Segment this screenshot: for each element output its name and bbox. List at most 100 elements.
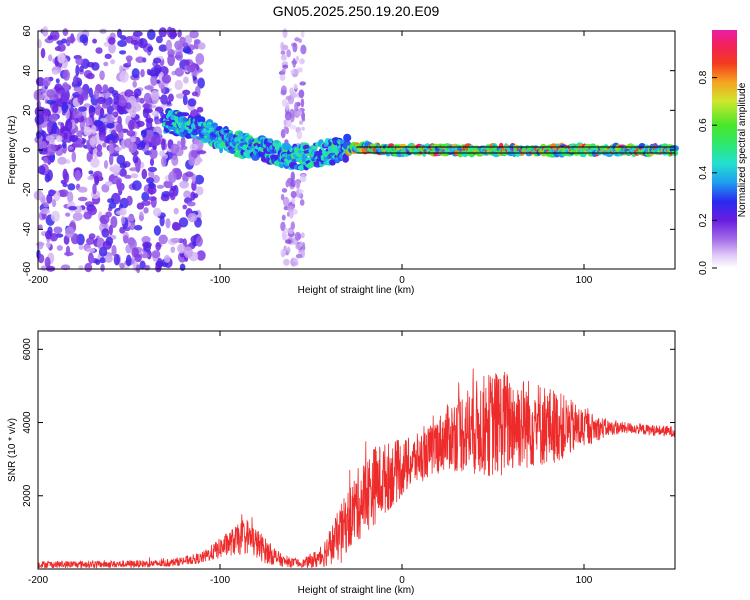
heatmap-cell xyxy=(197,116,206,124)
heatmap-cell xyxy=(196,150,207,155)
heatmap-cell xyxy=(140,253,150,259)
snr-y-ticks: 2000 4000 6000 xyxy=(22,338,675,507)
heatmap-cell xyxy=(165,39,172,52)
heatmap-cell xyxy=(138,211,144,222)
heatmap-cell xyxy=(53,226,63,234)
heatmap-cell xyxy=(299,120,303,125)
snr-line xyxy=(37,368,676,569)
heatmap-cell xyxy=(65,212,71,217)
heatmap-cell xyxy=(183,246,193,259)
heatmap-cell xyxy=(37,165,46,175)
heatmap-cell xyxy=(38,141,48,150)
heatmap-cell xyxy=(38,224,43,230)
heatmap-cell xyxy=(147,29,156,41)
heatmap-cell xyxy=(134,92,139,99)
colorbar-tick-label: 0.8 xyxy=(698,70,709,84)
heatmap-cell xyxy=(61,92,69,104)
heatmap-cell xyxy=(134,224,143,231)
heatmap-cell xyxy=(117,40,127,47)
heatmap-cell xyxy=(88,170,94,175)
heatmap-cell xyxy=(42,110,50,117)
heatmap-cell xyxy=(298,38,303,43)
heatmap-cell xyxy=(42,77,51,87)
x-tick-label: 0 xyxy=(399,575,405,586)
heatmap-cell xyxy=(131,247,139,258)
heatmap-cell xyxy=(130,40,139,45)
heatmap-cell xyxy=(101,102,111,109)
heatmap-cell xyxy=(281,214,286,221)
heatmap-cell xyxy=(296,130,303,140)
heatmap-cell xyxy=(50,210,61,222)
heatmap-cell xyxy=(47,143,56,156)
heatmap-cell xyxy=(286,49,291,58)
heatmap-cell xyxy=(280,89,287,96)
heatmap-cell xyxy=(153,57,162,64)
snr-x-ticks: -200 -100 0 100 xyxy=(28,331,593,586)
heatmap-cell xyxy=(188,156,195,166)
heatmap-cell xyxy=(174,40,183,50)
heatmap-cell xyxy=(111,112,118,117)
heatmap-cell xyxy=(102,142,107,148)
spectrogram-x-label: Height of straight line (km) xyxy=(298,285,415,296)
heatmap-cell xyxy=(95,47,103,54)
heatmap-cell xyxy=(183,190,192,199)
heatmap-cell xyxy=(74,169,82,182)
heatmap-cell xyxy=(140,69,145,78)
heatmap-cell xyxy=(175,93,185,99)
heatmap-cell xyxy=(197,42,206,50)
heatmap-cell xyxy=(141,168,148,180)
heatmap-cell xyxy=(62,28,69,36)
heatmap-cell xyxy=(290,171,295,182)
heatmap-cell xyxy=(281,68,286,73)
heatmap-cell xyxy=(72,75,78,85)
heatmap-cell xyxy=(182,204,187,210)
heatmap-cell xyxy=(300,30,305,38)
heatmap-cell xyxy=(194,157,203,163)
heatmap-cell xyxy=(158,82,165,89)
heatmap-cell xyxy=(170,237,180,244)
heatmap-cell xyxy=(190,150,199,159)
heatmap-cell xyxy=(156,79,161,84)
heatmap-cell xyxy=(91,124,97,135)
heatmap-cell xyxy=(292,57,297,68)
heatmap-cell xyxy=(189,30,199,39)
heatmap-cell xyxy=(183,76,189,84)
colorbar-gradient xyxy=(712,30,737,268)
heatmap-cell xyxy=(296,108,303,116)
heatmap-cell xyxy=(294,37,300,42)
heatmap-cell xyxy=(67,191,74,203)
heatmap-cell xyxy=(65,226,75,238)
heatmap-cell xyxy=(189,143,199,151)
heatmap-cell xyxy=(297,165,305,171)
heatmap-cell xyxy=(108,43,116,54)
heatmap-cell xyxy=(63,132,68,140)
x-tick-label: -100 xyxy=(210,575,230,586)
heatmap-cell xyxy=(132,154,139,164)
heatmap-cell xyxy=(40,48,46,59)
heatmap-cell xyxy=(61,141,67,149)
heatmap-cell xyxy=(45,230,52,240)
heatmap-cell xyxy=(92,148,99,159)
heatmap-cell xyxy=(126,195,133,206)
heatmap-cell xyxy=(284,239,292,245)
heatmap-cell xyxy=(37,254,45,264)
heatmap-cell xyxy=(127,59,132,66)
heatmap-cell xyxy=(104,98,109,104)
heatmap-cell xyxy=(301,126,305,131)
heatmap-cell xyxy=(329,159,336,166)
heatmap-cell xyxy=(151,250,161,259)
heatmap-cell xyxy=(37,241,44,250)
heatmap-cell xyxy=(102,84,109,94)
heatmap-cell xyxy=(65,159,71,164)
heatmap-cell xyxy=(158,234,168,245)
heatmap-cell xyxy=(283,125,287,133)
heatmap-cell xyxy=(167,54,176,67)
heatmap-cell xyxy=(170,185,177,191)
heatmap-cell xyxy=(195,53,205,65)
heatmap-cell xyxy=(172,223,182,231)
heatmap-cell xyxy=(46,99,56,105)
snr-frame xyxy=(37,330,676,570)
heatmap-cell xyxy=(163,254,171,263)
heatmap-cell xyxy=(74,117,79,124)
